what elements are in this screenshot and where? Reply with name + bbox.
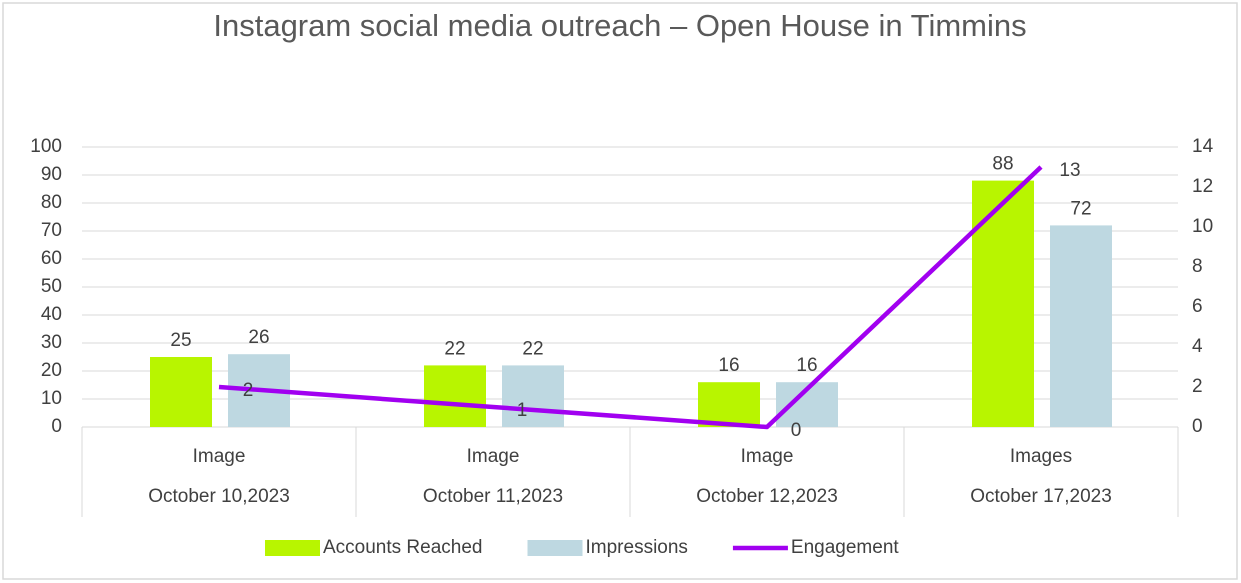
data-label: 88 xyxy=(992,154,1013,175)
x-group-label: October 12,2023 xyxy=(696,486,838,507)
legend-swatch xyxy=(265,540,320,556)
bar xyxy=(1050,225,1112,427)
data-label: 0 xyxy=(791,420,802,441)
y2-tick-label: 6 xyxy=(1192,296,1203,317)
legend-label: Engagement xyxy=(791,537,899,558)
data-label: 22 xyxy=(444,338,465,359)
data-label: 16 xyxy=(796,355,817,376)
y-tick-label: 10 xyxy=(41,388,62,409)
y-tick-label: 30 xyxy=(41,332,62,353)
y2-tick-label: 0 xyxy=(1192,416,1203,437)
bar xyxy=(150,357,212,427)
line xyxy=(218,165,1043,430)
y2-tick-label: 12 xyxy=(1192,176,1213,197)
x-group-label: October 17,2023 xyxy=(970,486,1112,507)
data-label: 13 xyxy=(1059,160,1080,181)
bar xyxy=(698,382,760,427)
y2-tick-label: 2 xyxy=(1192,376,1203,397)
y-tick-label: 70 xyxy=(41,220,62,241)
y-tick-label: 40 xyxy=(41,304,62,325)
y2-tick-label: 4 xyxy=(1192,336,1203,357)
bar xyxy=(424,365,486,427)
legend-label: Accounts Reached xyxy=(323,537,483,558)
y-tick-label: 90 xyxy=(41,164,62,185)
y-tick-label: 20 xyxy=(41,360,62,381)
y2-tick-label: 10 xyxy=(1192,216,1213,237)
legend-swatch xyxy=(527,540,583,556)
x-group-label: October 11,2023 xyxy=(423,486,563,507)
data-label: 1 xyxy=(517,400,528,421)
y-tick-label: 100 xyxy=(30,136,62,157)
x-tick-label: Image xyxy=(467,446,520,467)
data-label: 22 xyxy=(522,338,543,359)
y-tick-label: 60 xyxy=(41,248,62,269)
y2-tick-label: 14 xyxy=(1192,136,1214,157)
legend-label: Impressions xyxy=(586,537,688,558)
y-tick-label: 0 xyxy=(51,416,62,437)
data-label: 25 xyxy=(170,330,191,351)
y2-tick-label: 8 xyxy=(1192,256,1203,277)
chart-title: Instagram social media outreach – Open H… xyxy=(213,8,1027,43)
data-label: 72 xyxy=(1070,198,1091,219)
data-label: 16 xyxy=(718,355,739,376)
x-tick-label: Images xyxy=(1010,446,1072,467)
bar xyxy=(972,180,1034,427)
y-tick-label: 80 xyxy=(41,192,62,213)
x-tick-label: Image xyxy=(193,446,246,467)
y-tick-label: 50 xyxy=(41,276,62,297)
x-group-label: October 10,2023 xyxy=(148,486,290,507)
data-label: 26 xyxy=(248,327,269,348)
bar xyxy=(502,365,564,427)
x-tick-label: Image xyxy=(741,446,794,467)
data-label: 2 xyxy=(243,380,254,401)
